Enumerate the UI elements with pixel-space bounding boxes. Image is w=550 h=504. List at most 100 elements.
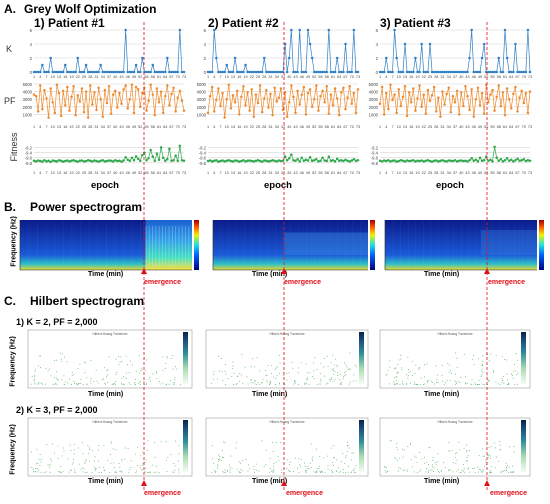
data-point <box>240 159 243 163</box>
hilbert-dot <box>475 383 477 385</box>
hilbert-dot <box>312 456 314 458</box>
hilbert-dot <box>458 468 460 470</box>
data-point <box>302 85 306 89</box>
data-point <box>217 70 220 74</box>
hilbert-dot <box>232 365 234 367</box>
data-point <box>470 28 473 32</box>
data-point <box>313 70 316 74</box>
data-point <box>391 159 394 163</box>
data-point <box>122 88 125 91</box>
hilbert-dot <box>344 462 346 464</box>
hilbert-dot <box>489 469 491 471</box>
x-tick-label: 4 <box>213 75 215 79</box>
hilbert-dot <box>139 382 141 384</box>
data-point <box>414 56 417 60</box>
hilbert-dot <box>244 366 246 368</box>
hilbert-dot <box>387 470 389 472</box>
hilbert-dot <box>289 470 290 472</box>
hilbert-dot <box>277 366 278 368</box>
data-point <box>482 159 486 162</box>
hilbert-dot <box>134 383 135 385</box>
hilbert-dot <box>240 462 242 464</box>
data-point <box>352 158 356 161</box>
x-tick-label: 52 <box>138 171 142 175</box>
hilbert-dot <box>448 468 450 470</box>
data-point <box>526 159 530 162</box>
hilbert-time-label-1b: Time (min) <box>252 391 288 398</box>
hilbert-dot <box>272 471 274 473</box>
data-point <box>103 88 107 92</box>
hilbert-dot <box>406 470 408 472</box>
hilbert-dot <box>247 383 249 385</box>
x-tick-label: 31 <box>440 75 444 79</box>
hilbert-dot <box>463 468 465 470</box>
hilbert-dot <box>517 359 519 361</box>
data-point <box>298 160 301 163</box>
hilbert-dot <box>316 471 318 473</box>
data-point <box>254 93 258 96</box>
hilbert-dot <box>509 446 511 448</box>
data-point <box>39 84 42 87</box>
data-point <box>159 90 163 93</box>
x-tick-label: 25 <box>428 75 432 79</box>
x-tick-label: 16 <box>409 75 413 79</box>
data-point <box>315 84 318 87</box>
hilbert-dot <box>402 448 404 450</box>
hilbert-dot <box>352 452 354 454</box>
hilbert-dot <box>222 470 224 472</box>
data-point <box>453 159 457 162</box>
data-point <box>331 104 335 107</box>
x-tick-label: 52 <box>138 75 142 79</box>
hilbert-dot <box>282 371 284 373</box>
x-tick-label: 25 <box>256 125 260 129</box>
data-point <box>217 87 220 90</box>
hilbert-dot <box>330 378 332 380</box>
data-point <box>516 157 519 160</box>
data-point <box>399 70 403 74</box>
data-point <box>256 101 260 105</box>
data-point <box>317 109 320 112</box>
spectrogram-stripe <box>143 220 144 270</box>
data-point <box>221 70 224 74</box>
hilbert-dot <box>464 383 466 385</box>
hilbert-dot <box>433 471 434 472</box>
data-point <box>480 91 484 95</box>
x-tick-label: 16 <box>237 75 241 79</box>
data-point <box>385 91 388 95</box>
hilbert-dot <box>319 465 321 467</box>
hilbert-dot <box>155 471 157 473</box>
data-point <box>480 159 484 163</box>
hilbert-dot <box>55 383 57 385</box>
hilbert-dot <box>45 471 47 473</box>
hilbert-dot <box>481 471 483 473</box>
hilbert-dot <box>218 355 220 357</box>
data-point <box>528 90 532 93</box>
data-point <box>107 70 111 74</box>
data-point <box>478 70 482 74</box>
x-tick-label: 16 <box>237 125 241 129</box>
hilbert-dot <box>353 374 355 376</box>
hilbert-dot <box>321 471 323 472</box>
spectrogram-stripe <box>106 220 107 270</box>
x-tick-label: 13 <box>231 125 235 129</box>
hilbert-dot <box>33 471 34 473</box>
hilbert-dot <box>488 447 490 449</box>
data-point <box>116 159 119 163</box>
data-point <box>170 92 173 96</box>
hilbert-dot <box>332 471 334 473</box>
x-tick-label: 58 <box>151 125 155 129</box>
data-point <box>51 70 54 74</box>
hilbert-dot <box>304 383 306 385</box>
hilbert-dot <box>415 457 417 458</box>
y-tick-label: 3000 <box>23 97 33 102</box>
hilbert-dot <box>414 383 416 385</box>
hilbert-dot <box>125 355 127 357</box>
x-tick-label: 13 <box>231 171 235 175</box>
data-point <box>391 70 394 74</box>
data-point <box>271 70 274 74</box>
data-point <box>136 88 140 91</box>
data-point <box>489 70 492 74</box>
hilbert-dot <box>450 370 452 372</box>
x-tick-label: 22 <box>76 125 80 129</box>
data-point <box>449 110 453 114</box>
